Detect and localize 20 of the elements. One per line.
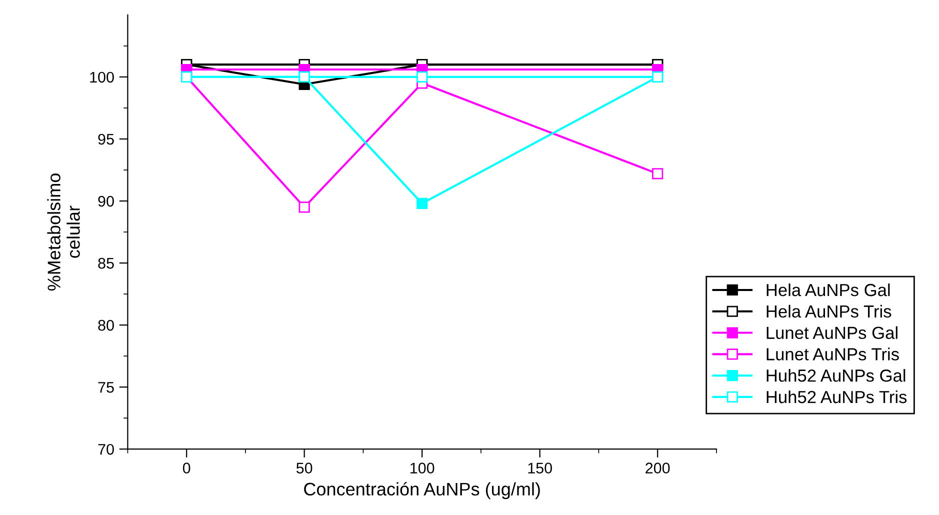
legend-label: Hela AuNPs Tris	[766, 304, 892, 318]
legend-label: Lunet AuNPs Gal	[766, 326, 898, 340]
x-axis-title: Concentración AuNPs (ug/ml)	[304, 482, 540, 500]
y-tick-label: 100	[90, 72, 114, 83]
x-tick-label: 0	[182, 462, 190, 474]
legend-label: Hela AuNPs Gal	[766, 283, 890, 296]
y-tick-label: 70	[98, 444, 114, 455]
y-tick-label: 80	[98, 320, 114, 331]
x-tick-label: 150	[528, 462, 552, 474]
x-tick-label: 100	[410, 462, 434, 474]
y-tick-label: 95	[98, 134, 114, 145]
y-tick-label: 75	[98, 382, 114, 393]
x-tick-label: 200	[646, 462, 670, 474]
y-tick-label: 85	[98, 258, 114, 269]
x-tick-label: 50	[296, 462, 312, 474]
y-axis-title: %Metabolsimo celular	[47, 174, 80, 291]
legend-label: Huh52 AuNPs Tris	[766, 390, 907, 404]
y-tick-label: 90	[98, 196, 114, 207]
legend-label: Lunet AuNPs Tris	[766, 348, 899, 360]
legend-label: Huh52 AuNPs Gal	[766, 369, 906, 382]
